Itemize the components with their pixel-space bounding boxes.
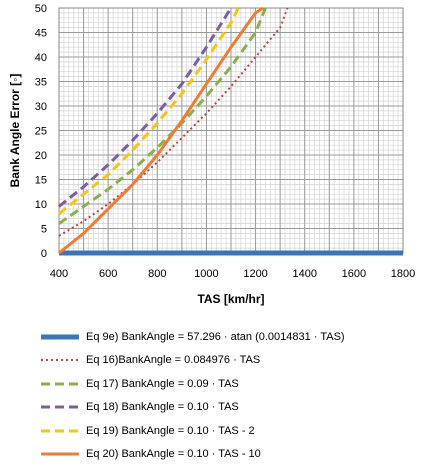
legend-label: Eq 20) BankAngle = 0.10 · TAS - 10 bbox=[86, 448, 261, 461]
y-tick-label: 25 bbox=[35, 126, 47, 138]
legend-item: Eq 20) BankAngle = 0.10 · TAS - 10 bbox=[40, 443, 420, 467]
x-tick-label: 1400 bbox=[292, 268, 316, 280]
series-layer bbox=[58, 6, 403, 256]
legend-label: Eq 19) BankAngle = 0.10 · TAS - 2 bbox=[86, 424, 255, 437]
legend-label: Eq 16)BankAngle = 0.084976 · TAS bbox=[86, 354, 261, 367]
y-tick-label: 30 bbox=[35, 101, 47, 113]
legend-item: Eq 9e) BankAngle = 57.296 · atan (0.0014… bbox=[40, 325, 420, 349]
y-tick-label: 50 bbox=[35, 3, 47, 15]
x-tick-label: 1000 bbox=[194, 268, 218, 280]
x-tick-label: 1200 bbox=[243, 268, 267, 280]
y-tick-labels: 0 5 10 15 20 25 30 35 40 45 50 bbox=[35, 3, 47, 260]
y-tick-label: 35 bbox=[35, 77, 47, 89]
legend: Eq 9e) BankAngle = 57.296 · atan (0.0014… bbox=[40, 325, 420, 466]
legend-swatch bbox=[41, 334, 79, 340]
y-axis-title: Bank Angle Error [◦] bbox=[8, 74, 22, 188]
y-tick-label: 5 bbox=[41, 224, 47, 236]
legend-item: Eq 16)BankAngle = 0.084976 · TAS bbox=[40, 349, 420, 373]
legend-label: Eq 18) BankAngle = 0.10 · TAS bbox=[86, 401, 239, 414]
y-tick-label: 10 bbox=[35, 199, 47, 211]
legend-swatch bbox=[41, 429, 79, 433]
y-tick-label: 15 bbox=[35, 175, 47, 187]
legend-item: Eq 19) BankAngle = 0.10 · TAS - 2 bbox=[40, 419, 420, 443]
y-tick-label: 20 bbox=[35, 150, 47, 162]
legend-swatch bbox=[41, 452, 79, 456]
legend-label: Eq 9e) BankAngle = 57.296 · atan (0.0014… bbox=[86, 330, 345, 343]
x-axis-title: TAS [km/hr] bbox=[197, 292, 264, 306]
y-tick-label: 40 bbox=[35, 52, 47, 64]
y-tick-label: 45 bbox=[35, 28, 47, 40]
legend-swatch bbox=[41, 359, 79, 362]
series-line-6 bbox=[58, 6, 264, 255]
series-line-4 bbox=[58, 7, 233, 208]
legend-swatch bbox=[41, 405, 79, 409]
legend-item: Eq 18) BankAngle = 0.10 · TAS bbox=[40, 396, 420, 420]
x-tick-label: 400 bbox=[50, 268, 68, 280]
x-tick-label: 800 bbox=[148, 268, 166, 280]
legend-label: Eq 17) BankAngle = 0.09 · TAS bbox=[86, 377, 239, 390]
x-tick-label: 1800 bbox=[391, 268, 415, 280]
legend-item: Eq 17) BankAngle = 0.09 · TAS bbox=[40, 372, 420, 396]
series-line-5 bbox=[58, 7, 240, 215]
legend-swatch bbox=[41, 382, 79, 386]
x-tick-label: 600 bbox=[99, 268, 117, 280]
x-tick-labels: 400 600 800 1000 1200 1400 1600 1800 bbox=[50, 268, 415, 280]
y-tick-label: 0 bbox=[41, 248, 47, 260]
x-tick-label: 1600 bbox=[342, 268, 366, 280]
